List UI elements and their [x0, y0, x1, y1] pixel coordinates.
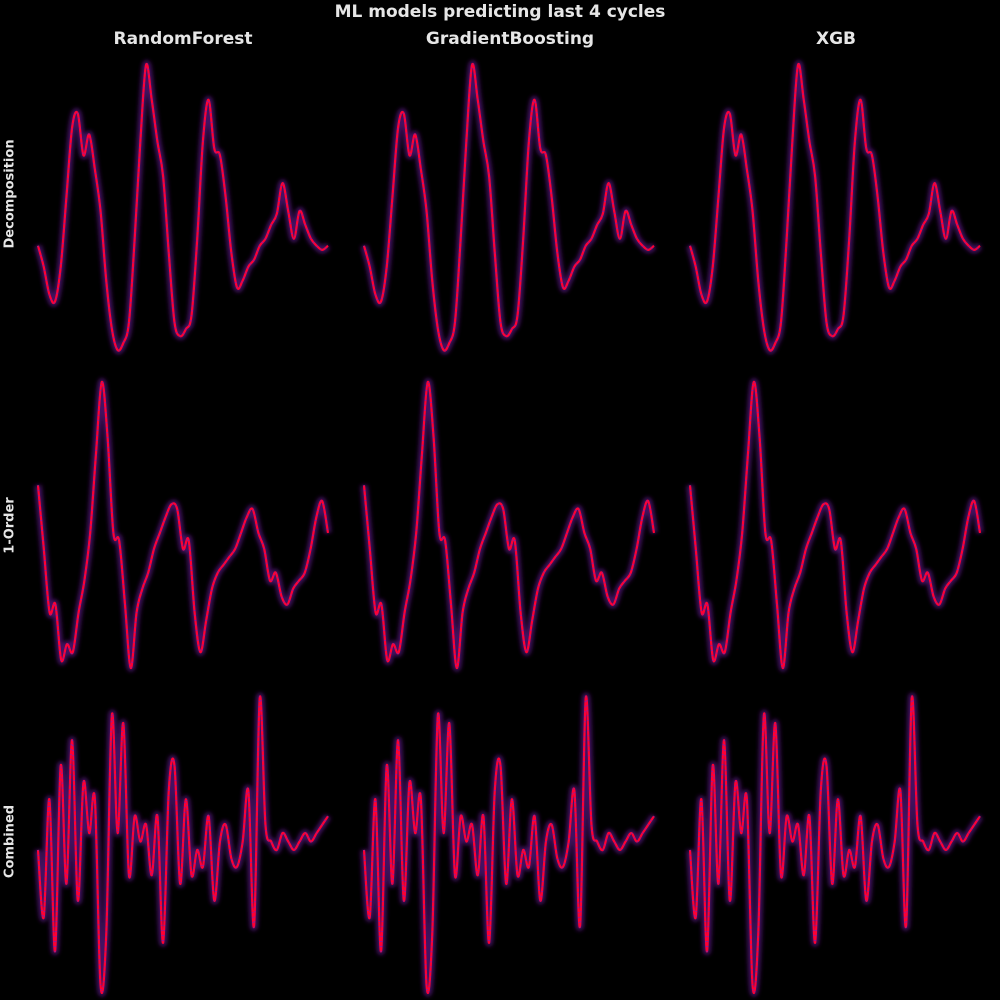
actual-line-combined-gradientboosting	[364, 696, 654, 993]
actual-line-combined-randomforest	[38, 696, 328, 993]
predicted-line-1-order-randomforest	[38, 382, 328, 668]
predicted-line-decomposition-gradientboosting	[364, 64, 654, 351]
predicted-line-decomposition-randomforest	[38, 64, 328, 351]
predicted-line-1-order-xgb	[690, 382, 980, 668]
actual-line-combined-xgb	[690, 696, 980, 993]
predicted-line-1-order-gradientboosting	[364, 382, 654, 668]
predicted-line-decomposition-xgb	[690, 64, 980, 351]
